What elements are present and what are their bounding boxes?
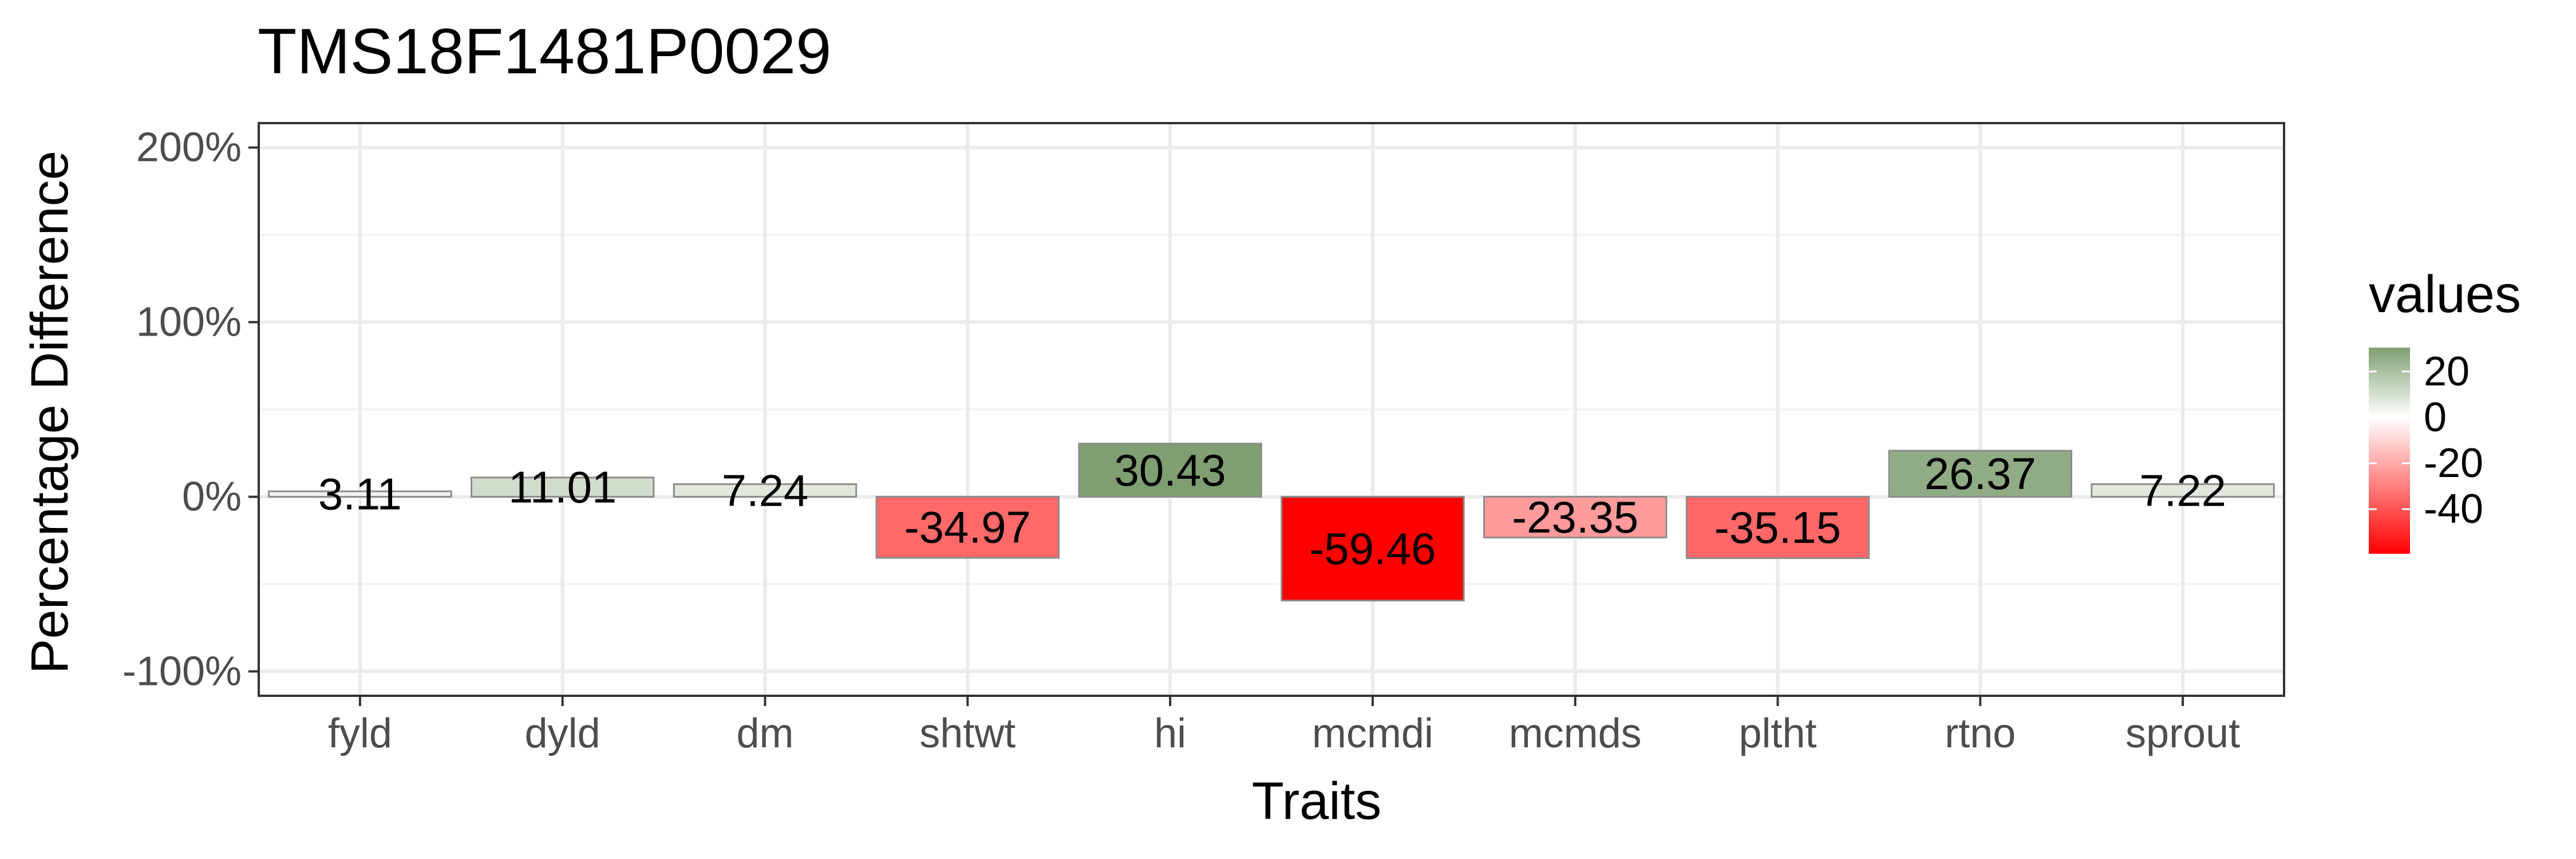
bar-fyld [268, 490, 452, 498]
y-tick-label: 100% [136, 300, 242, 345]
legend-colorbar [2369, 348, 2410, 554]
bar-shtwt [875, 495, 1060, 559]
y-tick-label: 0% [182, 474, 242, 519]
axes: -100% 0% 100% 200% fyld dyld dm shtwt hi mcmdi mcm… [123, 125, 2240, 756]
x-tick-label-shtwt: shtwt [919, 711, 1016, 756]
legend-title: values [2369, 265, 2521, 324]
y-tick-label: 200% [136, 125, 242, 171]
data-labels: 3.11 11.01 7.24 -34.97 30.43 -59.46 -23.35 -35.… [318, 445, 2226, 574]
x-tick-label-dm: dm [736, 711, 793, 756]
x-tick-label-rtno: rtno [1945, 711, 2016, 756]
y-axis-title: Percentage Difference [21, 151, 79, 674]
y-tick-label: -100% [123, 648, 242, 694]
x-tick-label-hi: hi [1154, 711, 1186, 756]
bar-sprout [2091, 483, 2275, 498]
x-axis-title: Traits [1252, 772, 1382, 830]
x-tick-label-mcmds: mcmds [1509, 711, 1642, 756]
data-label-fyld: 3.11 [318, 469, 402, 519]
data-label-hi: 30.43 [1114, 445, 1226, 495]
data-label-dm: 7.24 [722, 465, 809, 515]
bar-rtno [1888, 450, 2073, 498]
data-label-mcmdi: -59.46 [1309, 523, 1436, 574]
legend: values 200-20-40 [2369, 265, 2521, 554]
data-label-pltht: -35.15 [1714, 502, 1841, 553]
data-label-sprout: 7.22 [2139, 465, 2226, 515]
x-tick-label-mcmdi: mcmdi [1312, 711, 1433, 756]
bar-hi [1078, 443, 1262, 498]
bar-mcmds [1483, 495, 1668, 539]
legend-label: -40 [2424, 486, 2483, 532]
x-tick-label-fyld: fyld [328, 711, 392, 756]
bar-mcmdi [1281, 495, 1465, 602]
data-label-rtno: 26.37 [1925, 448, 2036, 499]
legend-label: -20 [2424, 440, 2483, 486]
grid [259, 123, 2284, 696]
bar-pltht [1685, 495, 1870, 559]
data-label-shtwt: -34.97 [904, 502, 1031, 553]
bar-dm [673, 483, 858, 498]
x-tick-label-sprout: sprout [2125, 711, 2240, 756]
bars [268, 443, 2275, 602]
data-label-mcmds: -23.35 [1512, 492, 1638, 542]
panel-border [258, 122, 2285, 697]
legend-label: 0 [2424, 395, 2447, 440]
chart-title: TMS18F1481P0029 [258, 15, 831, 87]
x-tick-label-pltht: pltht [1739, 711, 1816, 756]
legend-label: 20 [2424, 349, 2470, 395]
x-tick-label-dyld: dyld [525, 711, 600, 756]
data-label-dyld: 11.01 [508, 462, 617, 513]
bar-dyld [470, 476, 655, 498]
